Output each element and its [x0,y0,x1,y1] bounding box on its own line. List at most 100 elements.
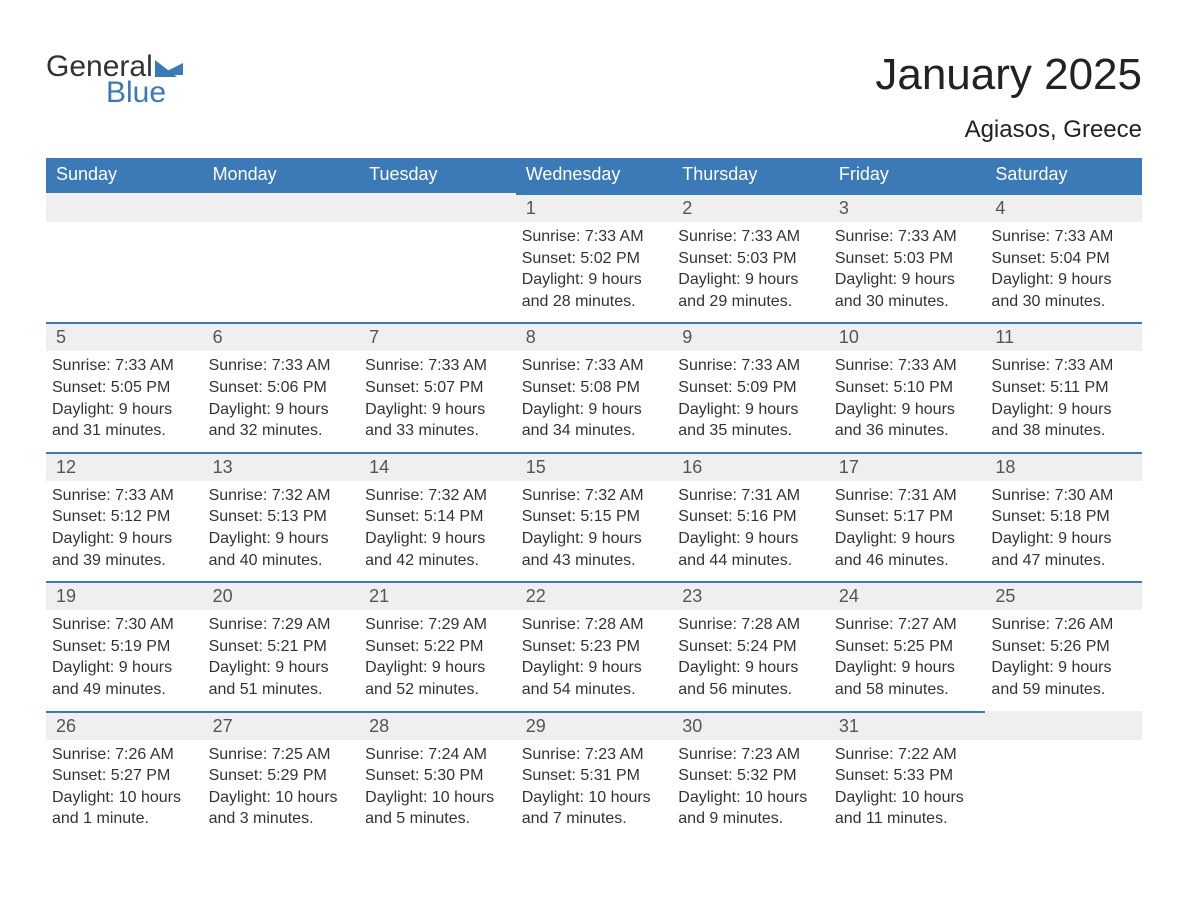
sunrise-line: Sunrise: 7:23 AM [678,744,819,766]
calendar-cell: 3Sunrise: 7:33 AMSunset: 5:03 PMDaylight… [829,193,986,322]
brand-text-2: Blue [106,76,183,110]
calendar-cell: 12Sunrise: 7:33 AMSunset: 5:12 PMDayligh… [46,452,203,581]
calendar-cell: 5Sunrise: 7:33 AMSunset: 5:05 PMDaylight… [46,322,203,451]
sunrise-line: Sunrise: 7:23 AM [522,744,663,766]
calendar-cell [203,193,360,322]
day-details: Sunrise: 7:23 AMSunset: 5:32 PMDaylight:… [672,740,829,830]
sunrise-line: Sunrise: 7:30 AM [991,485,1132,507]
day-details: Sunrise: 7:32 AMSunset: 5:15 PMDaylight:… [516,481,673,571]
sunrise-line: Sunrise: 7:32 AM [209,485,350,507]
sunset-line: Sunset: 5:26 PM [991,636,1132,658]
day-number: 8 [516,322,673,351]
sunrise-line: Sunrise: 7:31 AM [678,485,819,507]
day-number: 22 [516,581,673,610]
day-details: Sunrise: 7:25 AMSunset: 5:29 PMDaylight:… [203,740,360,830]
calendar-cell: 25Sunrise: 7:26 AMSunset: 5:26 PMDayligh… [985,581,1142,710]
daylight-line: Daylight: 9 hours and 49 minutes. [52,657,193,700]
day-details: Sunrise: 7:27 AMSunset: 5:25 PMDaylight:… [829,610,986,700]
day-number [203,193,360,222]
sunset-line: Sunset: 5:27 PM [52,765,193,787]
sunrise-line: Sunrise: 7:26 AM [991,614,1132,636]
daylight-line: Daylight: 9 hours and 46 minutes. [835,528,976,571]
day-details: Sunrise: 7:28 AMSunset: 5:24 PMDaylight:… [672,610,829,700]
calendar-cell: 4Sunrise: 7:33 AMSunset: 5:04 PMDaylight… [985,193,1142,322]
sunset-line: Sunset: 5:22 PM [365,636,506,658]
daylight-line: Daylight: 10 hours and 9 minutes. [678,787,819,830]
sunrise-line: Sunrise: 7:32 AM [522,485,663,507]
daylight-line: Daylight: 10 hours and 11 minutes. [835,787,976,830]
calendar-cell: 14 Sunrise: 7:32 AMSunset: 5:14 PMDayligh… [359,452,516,581]
sunset-line: Sunset: 5:12 PM [52,506,193,528]
daylight-line: Daylight: 9 hours and 44 minutes. [678,528,819,571]
day-details: Sunrise: 7:22 AMSunset: 5:33 PMDaylight:… [829,740,986,830]
calendar-cell [46,193,203,322]
day-number: 15 [516,452,673,481]
day-number: 10 [829,322,986,351]
sunset-line: Sunset: 5:21 PM [209,636,350,658]
location-subtitle: Agiasos, Greece [46,116,1142,144]
day-number: 5 [46,322,203,351]
sunset-line: Sunset: 5:14 PM [365,506,506,528]
day-number: 24 [829,581,986,610]
calendar-cell: 8Sunrise: 7:33 AMSunset: 5:08 PMDaylight… [516,322,673,451]
sunset-line: Sunset: 5:04 PM [991,248,1132,270]
calendar-cell: 30Sunrise: 7:23 AMSunset: 5:32 PMDayligh… [672,711,829,840]
day-number: 29 [516,711,673,740]
daylight-line: Daylight: 10 hours and 1 minute. [52,787,193,830]
daylight-line: Daylight: 9 hours and 42 minutes. [365,528,506,571]
header: General Blue January 2025 [46,50,1142,110]
dayheader: Sunday [46,158,203,193]
sunset-line: Sunset: 5:03 PM [678,248,819,270]
daylight-line: Daylight: 9 hours and 31 minutes. [52,399,193,442]
day-number: 21 [359,581,516,610]
sail-icon [155,57,183,77]
calendar-cell: 1Sunrise: 7:33 AMSunset: 5:02 PMDaylight… [516,193,673,322]
day-number: 27 [203,711,360,740]
calendar-cell: 16Sunrise: 7:31 AMSunset: 5:16 PMDayligh… [672,452,829,581]
day-details: Sunrise: 7:24 AMSunset: 5:30 PMDaylight:… [359,740,516,830]
sunset-line: Sunset: 5:24 PM [678,636,819,658]
day-details: Sunrise: 7:31 AMSunset: 5:16 PMDaylight:… [672,481,829,571]
sunset-line: Sunset: 5:05 PM [52,377,193,399]
sunrise-line: Sunrise: 7:33 AM [678,226,819,248]
calendar-cell: 28Sunrise: 7:24 AMSunset: 5:30 PMDayligh… [359,711,516,840]
day-details: Sunrise: 7:23 AMSunset: 5:31 PMDaylight:… [516,740,673,830]
day-details: Sunrise: 7:33 AMSunset: 5:12 PMDaylight:… [46,481,203,571]
day-number: 23 [672,581,829,610]
daylight-line: Daylight: 9 hours and 52 minutes. [365,657,506,700]
day-details: Sunrise: 7:26 AMSunset: 5:27 PMDaylight:… [46,740,203,830]
sunset-line: Sunset: 5:18 PM [991,506,1132,528]
sunset-line: Sunset: 5:06 PM [209,377,350,399]
daylight-line: Daylight: 9 hours and 35 minutes. [678,399,819,442]
calendar-cell [985,711,1142,840]
day-details: Sunrise: 7:33 AMSunset: 5:10 PMDaylight:… [829,351,986,441]
day-number: 2 [672,193,829,222]
day-details: Sunrise: 7:33 AMSunset: 5:03 PMDaylight:… [829,222,986,312]
daylight-line: Daylight: 9 hours and 40 minutes. [209,528,350,571]
daylight-line: Daylight: 9 hours and 56 minutes. [678,657,819,700]
day-number: 26 [46,711,203,740]
dayheader: Wednesday [516,158,673,193]
daylight-line: Daylight: 9 hours and 34 minutes. [522,399,663,442]
sunrise-line: Sunrise: 7:32 AM [365,485,506,507]
calendar-cell: 24Sunrise: 7:27 AMSunset: 5:25 PMDayligh… [829,581,986,710]
sunrise-line: Sunrise: 7:33 AM [522,226,663,248]
day-number: 14 [359,452,516,481]
brand-logo: General Blue [46,50,183,110]
day-details: Sunrise: 7:32 AMSunset: 5:13 PMDaylight:… [203,481,360,571]
dayheader: Monday [203,158,360,193]
sunset-line: Sunset: 5:08 PM [522,377,663,399]
day-number: 9 [672,322,829,351]
daylight-line: Daylight: 9 hours and 36 minutes. [835,399,976,442]
day-number: 11 [985,322,1142,351]
sunset-line: Sunset: 5:31 PM [522,765,663,787]
day-details: Sunrise: 7:26 AMSunset: 5:26 PMDaylight:… [985,610,1142,700]
day-number [46,193,203,222]
daylight-line: Daylight: 9 hours and 29 minutes. [678,269,819,312]
sunrise-line: Sunrise: 7:33 AM [209,355,350,377]
daylight-line: Daylight: 9 hours and 47 minutes. [991,528,1132,571]
daylight-line: Daylight: 9 hours and 30 minutes. [991,269,1132,312]
day-number: 18 [985,452,1142,481]
calendar-cell: 18 Sunrise: 7:30 AMSunset: 5:18 PMDayligh… [985,452,1142,581]
sunset-line: Sunset: 5:19 PM [52,636,193,658]
